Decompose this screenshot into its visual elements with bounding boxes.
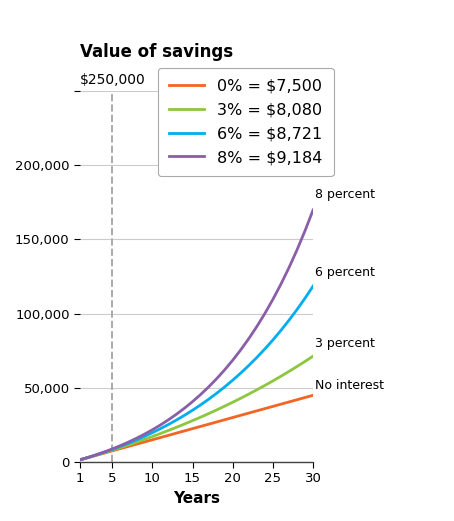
Text: 3 percent: 3 percent (315, 337, 375, 350)
Text: 6 percent: 6 percent (315, 266, 375, 279)
Text: Value of savings: Value of savings (80, 43, 233, 61)
Text: 8 percent: 8 percent (315, 188, 375, 201)
Text: No interest: No interest (315, 379, 384, 392)
X-axis label: Years: Years (173, 491, 220, 506)
Legend: 0% = $7,500, 3% = $8,080, 6% = $8,721, 8% = $9,184: 0% = $7,500, 3% = $8,080, 6% = $8,721, 8… (158, 68, 334, 176)
Text: $250,000: $250,000 (80, 73, 146, 88)
